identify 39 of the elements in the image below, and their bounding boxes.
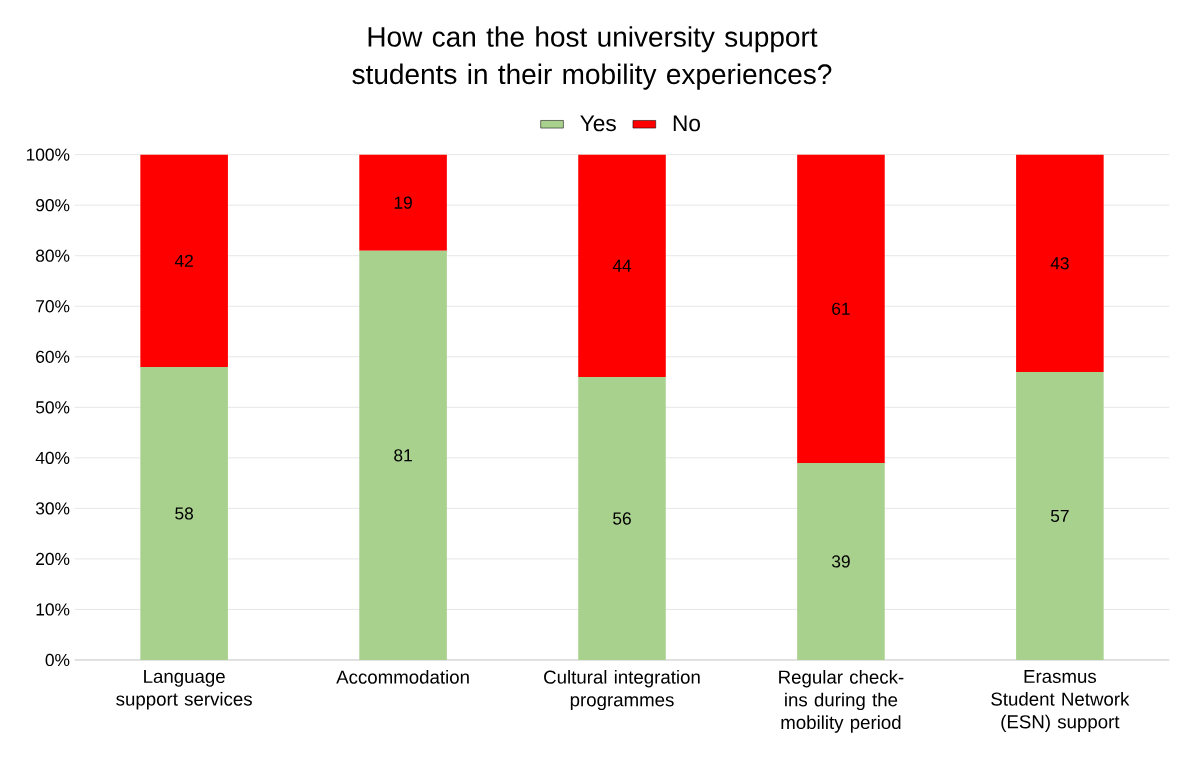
bar (1016, 154, 1104, 372)
bar (578, 377, 666, 660)
bar (140, 154, 228, 367)
y-tick-label: 80% (36, 249, 70, 262)
x-tick-label: Erasmus Student Network (ESN) support (991, 670, 1130, 733)
x-tick-label: Cultural integration programmes (544, 670, 700, 711)
y-tick-label: 60% (36, 350, 70, 363)
bar (578, 154, 666, 377)
y-tick-label: 100% (26, 148, 70, 161)
y-tick-label: 90% (36, 199, 70, 212)
data-label: 56 (613, 512, 631, 525)
bar (797, 462, 885, 660)
bar (140, 366, 228, 660)
x-tick-label: Language support services (116, 670, 252, 710)
y-tick-label: 50% (35, 401, 70, 414)
y-tick-label: 40% (35, 451, 70, 464)
y-tick-label: 0% (45, 653, 70, 667)
data-label: 58 (175, 507, 194, 520)
data-label: 81 (394, 449, 412, 462)
data-label: 42 (174, 254, 193, 267)
x-tick-label: Accommodation (336, 670, 469, 684)
data-label: 57 (1050, 509, 1069, 523)
chart-title: How can the host university support students in their mobility experiences? (352, 26, 832, 90)
y-tick-label: 30% (35, 502, 70, 515)
data-label: 19 (394, 196, 412, 209)
bar (1016, 371, 1104, 660)
data-label: 39 (831, 555, 850, 568)
x-tick-label: Regular check-ins during the mobility period (779, 670, 904, 733)
y-tick-label: 10% (36, 603, 70, 616)
bar (797, 154, 885, 463)
bar (359, 154, 447, 251)
bar (359, 250, 447, 660)
data-label: 61 (832, 302, 850, 315)
y-tick-label: 20% (36, 552, 70, 566)
legend-label: Yes (580, 115, 616, 132)
data-label: 43 (1050, 257, 1069, 270)
y-tick-label: 70% (36, 300, 70, 313)
legend-label: No (673, 115, 700, 132)
data-label: 44 (612, 259, 632, 272)
